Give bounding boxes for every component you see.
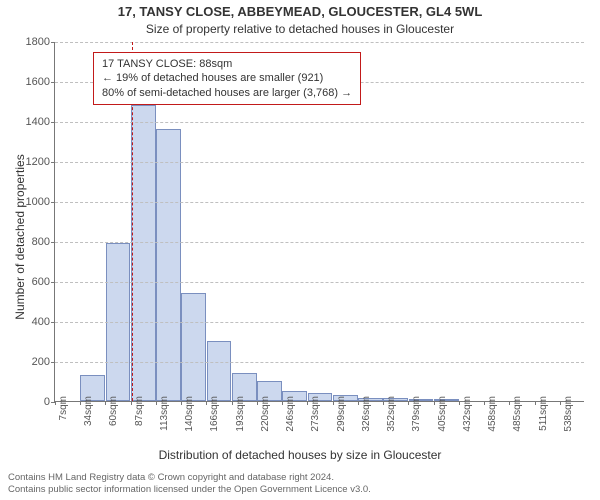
x-tick-mark: [459, 401, 460, 405]
footer-line-1: Contains HM Land Registry data © Crown c…: [8, 472, 371, 484]
x-tick-label: 326sqm: [361, 396, 372, 432]
x-tick-mark: [383, 401, 384, 405]
x-tick-mark: [282, 401, 283, 405]
footer-attribution: Contains HM Land Registry data © Crown c…: [8, 472, 371, 496]
histogram-bar: [156, 129, 181, 401]
gridline: [55, 122, 584, 123]
footer-line-2: Contains public sector information licen…: [8, 484, 371, 496]
x-tick-label: 113sqm: [159, 396, 170, 431]
y-tick-label: 1400: [15, 116, 50, 128]
x-tick-mark: [434, 401, 435, 405]
x-tick-label: 379sqm: [411, 396, 422, 432]
x-tick-mark: [206, 401, 207, 405]
x-tick-mark: [358, 401, 359, 405]
chart-container: 17, TANSY CLOSE, ABBEYMEAD, GLOUCESTER, …: [0, 0, 600, 500]
y-tick-label: 600: [15, 276, 50, 288]
gridline: [55, 202, 584, 203]
y-tick-mark: [51, 282, 55, 283]
y-tick-label: 1200: [15, 156, 50, 168]
x-tick-mark: [257, 401, 258, 405]
histogram-bar: [207, 341, 232, 401]
x-tick-label: 246sqm: [285, 396, 296, 432]
gridline: [55, 282, 584, 283]
annot-line-1: 17 TANSY CLOSE: 88sqm: [102, 57, 352, 71]
annot-line-3: 80% of semi-detached houses are larger (…: [102, 86, 352, 100]
y-tick-label: 400: [15, 316, 50, 328]
x-tick-label: 34sqm: [83, 396, 94, 426]
gridline: [55, 242, 584, 243]
x-tick-mark: [535, 401, 536, 405]
gridline: [55, 42, 584, 43]
y-tick-mark: [51, 122, 55, 123]
y-tick-label: 200: [15, 356, 50, 368]
x-tick-label: 458sqm: [487, 396, 498, 432]
x-tick-mark: [181, 401, 182, 405]
y-tick-label: 800: [15, 236, 50, 248]
plot-area: 0200400600800100012001400160018007sqm34s…: [54, 42, 584, 402]
y-tick-label: 1600: [15, 76, 50, 88]
y-tick-mark: [51, 202, 55, 203]
x-tick-label: 432sqm: [462, 396, 473, 432]
x-axis-label: Distribution of detached houses by size …: [0, 448, 600, 462]
annotation-box: 17 TANSY CLOSE: 88sqm← 19% of detached h…: [93, 52, 361, 105]
gridline: [55, 162, 584, 163]
x-tick-label: 140sqm: [184, 396, 195, 432]
histogram-bar: [181, 293, 206, 401]
y-tick-label: 0: [15, 396, 50, 408]
x-tick-label: 87sqm: [134, 396, 145, 426]
x-tick-mark: [307, 401, 308, 405]
x-tick-mark: [105, 401, 106, 405]
x-tick-label: 511sqm: [538, 396, 549, 431]
x-tick-mark: [131, 401, 132, 405]
gridline: [55, 322, 584, 323]
x-tick-label: 485sqm: [512, 396, 523, 432]
x-tick-mark: [232, 401, 233, 405]
y-tick-label: 1800: [15, 36, 50, 48]
x-tick-label: 166sqm: [209, 396, 220, 432]
x-tick-mark: [156, 401, 157, 405]
annot-line-2: ← 19% of detached houses are smaller (92…: [102, 71, 352, 85]
x-tick-mark: [333, 401, 334, 405]
x-tick-label: 273sqm: [310, 396, 321, 432]
x-tick-mark: [484, 401, 485, 405]
x-tick-mark: [509, 401, 510, 405]
y-tick-label: 1000: [15, 196, 50, 208]
y-tick-mark: [51, 82, 55, 83]
x-tick-label: 352sqm: [386, 396, 397, 432]
x-tick-mark: [408, 401, 409, 405]
y-tick-mark: [51, 322, 55, 323]
x-tick-mark: [560, 401, 561, 405]
x-tick-mark: [80, 401, 81, 405]
chart-subtitle: Size of property relative to detached ho…: [0, 22, 600, 36]
x-tick-label: 299sqm: [336, 396, 347, 432]
y-tick-mark: [51, 162, 55, 163]
x-tick-label: 7sqm: [58, 396, 69, 420]
x-tick-label: 538sqm: [563, 396, 574, 432]
y-tick-mark: [51, 242, 55, 243]
x-tick-label: 193sqm: [235, 396, 246, 432]
chart-title: 17, TANSY CLOSE, ABBEYMEAD, GLOUCESTER, …: [0, 4, 600, 19]
histogram-bar: [131, 105, 156, 401]
x-tick-mark: [55, 401, 56, 405]
y-tick-mark: [51, 42, 55, 43]
x-tick-label: 220sqm: [260, 396, 271, 432]
y-tick-mark: [51, 362, 55, 363]
gridline: [55, 362, 584, 363]
x-tick-label: 60sqm: [108, 396, 119, 426]
x-tick-label: 405sqm: [437, 396, 448, 432]
